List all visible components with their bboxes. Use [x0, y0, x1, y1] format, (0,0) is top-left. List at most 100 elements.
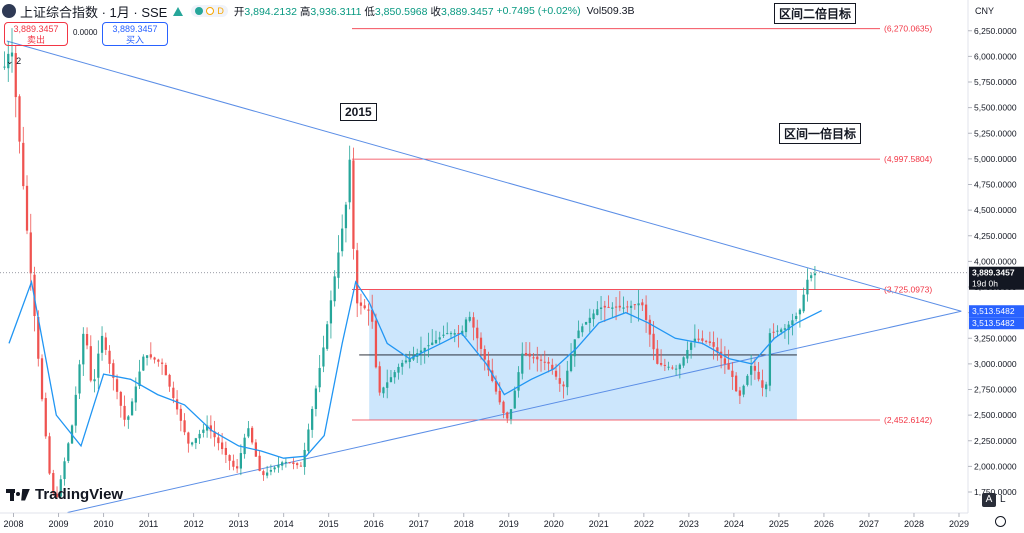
year-2015-label[interactable]: 2015 [340, 103, 377, 121]
candle-body [689, 342, 693, 350]
candle-body [356, 250, 359, 304]
candle-body [63, 461, 66, 480]
status-dot-icon [195, 7, 204, 15]
candle-body [314, 388, 318, 409]
candle-body [160, 362, 164, 364]
candle-body [806, 279, 809, 295]
candle-body [371, 309, 374, 322]
candle-body [536, 356, 539, 360]
candle-body [464, 319, 468, 333]
candle-body [419, 350, 423, 353]
auto-scale-button[interactable]: A [982, 493, 996, 507]
gear-icon[interactable] [995, 516, 1006, 527]
candle-body [326, 324, 329, 349]
candle-body [25, 185, 29, 231]
candle-body [85, 334, 89, 346]
candle-body [179, 408, 182, 421]
candle-body [667, 366, 670, 368]
candle-body [562, 384, 565, 387]
candle-body [262, 471, 265, 476]
candle-body [596, 309, 599, 315]
y-tick-label: 3,250.0000 [974, 333, 1017, 343]
candle-body [408, 358, 411, 363]
candle-body [547, 361, 550, 364]
currency-label[interactable]: CNY [975, 6, 995, 16]
candle-body [506, 412, 509, 419]
ma-tag-value: 3,513.5482 [972, 306, 1015, 316]
candle-body [82, 333, 85, 365]
candle-body [491, 370, 494, 381]
candle-body [3, 66, 6, 68]
candle-body [629, 305, 633, 308]
candle-body [59, 479, 62, 497]
candle-body [277, 464, 280, 468]
candle-body [569, 355, 573, 372]
x-tick-label: 2018 [454, 519, 474, 529]
candle-body [243, 437, 246, 455]
candle-body [341, 228, 344, 252]
candle-body [130, 401, 134, 416]
sell-button[interactable]: 3,889.3457 卖出 [4, 22, 68, 46]
scale-controls: A L [982, 493, 1006, 507]
candle-body [723, 358, 726, 364]
series-collapse-toggle[interactable]: ⌄ 2 [6, 56, 21, 67]
candle-body [164, 364, 167, 376]
y-tick-label: 2,750.0000 [974, 385, 1017, 395]
candle-body [637, 303, 640, 306]
candle-body [528, 353, 531, 357]
candle-body [348, 159, 351, 203]
candle-body [712, 342, 715, 347]
candle-body [344, 204, 348, 229]
candle-body [644, 304, 648, 320]
tradingview-logo[interactable]: TradingView [6, 486, 123, 503]
candle-body [292, 462, 295, 465]
x-tick-label: 2019 [499, 519, 519, 529]
candle-body [539, 359, 543, 361]
volume-value: Vol509.3B [586, 5, 635, 17]
candle-body [776, 330, 779, 332]
double-target-label[interactable]: 区间二倍目标 [774, 3, 857, 24]
candle-body [648, 319, 651, 335]
buy-label: 买入 [125, 35, 144, 45]
candle-body [108, 350, 111, 364]
log-scale-button[interactable]: L [1000, 494, 1006, 505]
candle-body [682, 357, 685, 366]
candle-body [359, 302, 363, 306]
buy-button[interactable]: 3,889.3457 买入 [102, 22, 168, 46]
x-tick-label: 2021 [589, 519, 609, 529]
candle-body [607, 306, 610, 308]
candle-body [573, 339, 576, 357]
candle-body [746, 375, 749, 385]
flag-icon[interactable] [173, 6, 184, 16]
single-target-label[interactable]: 区间一倍目标 [779, 123, 862, 144]
candle-body [513, 390, 516, 409]
candle-body [472, 317, 475, 328]
x-tick-label: 2022 [634, 519, 654, 529]
exchange-logo-icon [2, 4, 16, 18]
ma-tag-bg [969, 317, 1024, 330]
candle-body [382, 387, 385, 394]
candle-body [517, 372, 520, 391]
x-tick-label: 2012 [184, 519, 204, 529]
candle-body [168, 374, 171, 387]
candle-body [476, 327, 479, 339]
x-tick-label: 2016 [364, 519, 384, 529]
symbol-title[interactable]: 上证综合指数 · 1月 · SSE [20, 4, 168, 20]
candle-body [386, 382, 389, 388]
status-dots[interactable]: D [191, 5, 228, 17]
y-tick-label: 6,250.0000 [974, 26, 1017, 36]
candle-body [791, 320, 794, 326]
low-value: 低3,850.5968 [364, 5, 428, 18]
moving-average [8, 279, 822, 459]
candle-body [449, 333, 453, 335]
x-tick-label: 2013 [229, 519, 249, 529]
candle-body [566, 370, 569, 388]
candle-body [633, 304, 636, 306]
candles [3, 28, 817, 500]
candle-body [401, 362, 404, 367]
trendlines [6, 40, 962, 513]
candle-body [521, 353, 524, 374]
candle-body [652, 333, 655, 350]
